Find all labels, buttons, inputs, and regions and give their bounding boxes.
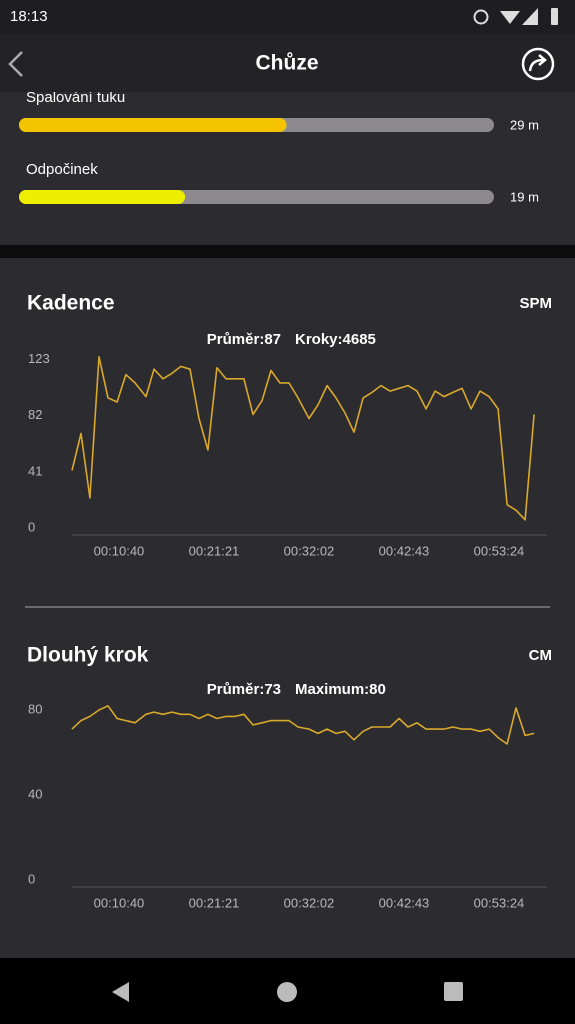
separator (0, 245, 575, 258)
clock: 18:13 (10, 8, 48, 25)
x-tick-label: 00:53:24 (474, 895, 525, 910)
share-button[interactable] (521, 47, 555, 81)
y-tick-label: 41 (28, 463, 42, 478)
zone-value: 29 m (510, 117, 539, 132)
chart-title: Kadence (27, 292, 115, 315)
y-tick-label: 80 (28, 701, 42, 716)
chart-stat: Maximum:80 (295, 681, 386, 698)
back-button[interactable] (8, 51, 23, 77)
zone-value: 19 m (510, 189, 539, 204)
x-tick-label: 00:32:02 (284, 543, 335, 558)
chart-unit: SPM (519, 295, 552, 312)
x-tick-label: 00:21:21 (189, 543, 240, 558)
chart-unit: CM (529, 647, 552, 664)
nav-back[interactable] (112, 982, 129, 1002)
x-tick-label: 00:42:43 (379, 543, 430, 558)
data-line (71, 356, 535, 521)
x-tick-label: 00:10:40 (94, 543, 145, 558)
y-tick-label: 0 (28, 871, 35, 886)
chart-title: Dlouhý krok (27, 644, 149, 667)
status-icons (473, 8, 558, 25)
screen-title: Chůze (256, 52, 319, 75)
zones: Spalování tuku 29 m Odpočinek 19 m (19, 89, 539, 204)
y-tick-label: 123 (28, 351, 50, 366)
data-line (71, 705, 535, 745)
y-tick-label: 82 (28, 407, 42, 422)
x-tick-label: 00:21:21 (189, 895, 240, 910)
zone-label: Odpočinek (26, 161, 98, 178)
y-tick-label: 40 (28, 786, 42, 801)
status-bar (0, 0, 575, 34)
y-tick-label: 0 (28, 519, 35, 534)
chart-stat: Průměr:73 (207, 681, 281, 698)
x-tick-label: 00:42:43 (379, 895, 430, 910)
x-tick-label: 00:32:02 (284, 895, 335, 910)
nav-recents[interactable] (444, 982, 463, 1001)
x-tick-label: 00:53:24 (474, 543, 525, 558)
zone-label: Spalování tuku (26, 89, 125, 106)
chart-stat: Kroky:4685 (295, 331, 376, 348)
chart-stat: Průměr:87 (207, 331, 281, 348)
nav-home[interactable] (277, 982, 297, 1002)
x-tick-label: 00:10:40 (94, 895, 145, 910)
charts: Kadence SPM Průměr:87 Kroky:4685 0 41 82 123 00:… (27, 292, 552, 911)
